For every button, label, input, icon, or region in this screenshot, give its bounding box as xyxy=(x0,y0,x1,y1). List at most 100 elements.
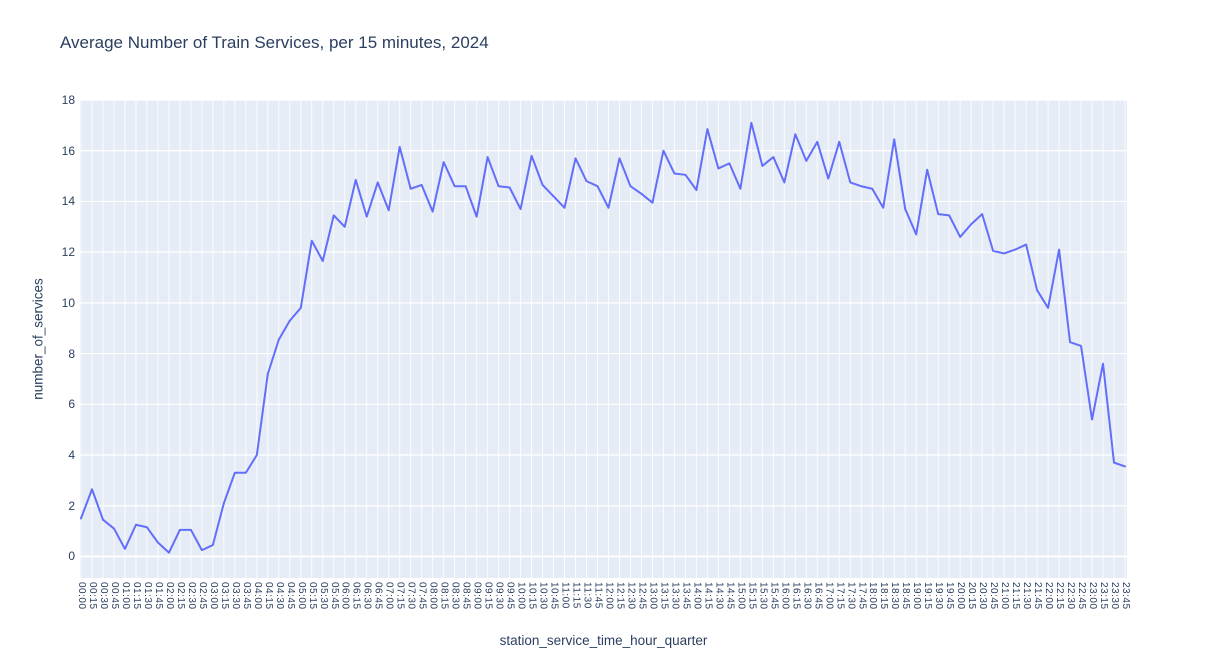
plot-background xyxy=(80,100,1127,578)
x-tick-label: 15:30 xyxy=(757,582,769,610)
y-tick-label: 10 xyxy=(61,295,75,310)
x-tick-label: 21:30 xyxy=(1021,582,1033,610)
x-tick-label: 16:45 xyxy=(812,582,824,610)
x-tick-label: 21:15 xyxy=(1010,582,1022,610)
x-tick-label: 22:15 xyxy=(1054,582,1066,610)
x-tick-label: 18:00 xyxy=(867,582,879,610)
x-tick-label: 13:30 xyxy=(669,582,681,610)
x-tick-label: 12:30 xyxy=(625,582,637,610)
x-tick-label: 06:15 xyxy=(350,582,362,610)
x-tick-label: 09:00 xyxy=(471,582,483,610)
x-tick-label: 12:45 xyxy=(636,582,648,610)
x-tick-label: 16:00 xyxy=(779,582,791,610)
y-axis-title: number_of_services xyxy=(30,278,46,400)
x-tick-label: 07:45 xyxy=(416,582,428,610)
x-tick-label: 21:45 xyxy=(1032,582,1044,610)
x-tick-label: 22:45 xyxy=(1076,582,1088,610)
x-tick-label: 09:45 xyxy=(504,582,516,610)
x-tick-label: 17:45 xyxy=(856,582,868,610)
x-tick-label: 02:45 xyxy=(196,582,208,610)
x-tick-label: 19:30 xyxy=(933,582,945,610)
x-tick-label: 15:15 xyxy=(746,582,758,610)
x-tick-label: 12:15 xyxy=(614,582,626,610)
x-tick-label: 19:00 xyxy=(911,582,923,610)
x-tick-label: 11:15 xyxy=(570,582,582,609)
x-tick-label: 19:15 xyxy=(922,582,934,610)
y-tick-label: 2 xyxy=(68,498,75,513)
x-tick-label: 10:15 xyxy=(526,582,538,610)
x-tick-label: 18:30 xyxy=(889,582,901,610)
x-tick-label: 17:00 xyxy=(823,582,835,610)
x-tick-label: 23:15 xyxy=(1098,582,1110,610)
x-tick-label: 03:00 xyxy=(207,582,219,610)
x-tick-label: 09:15 xyxy=(482,582,494,610)
y-tick-label: 12 xyxy=(61,245,75,260)
x-tick-label: 22:00 xyxy=(1043,582,1055,610)
x-tick-label: 01:30 xyxy=(141,582,153,610)
y-tick-label: 0 xyxy=(68,549,75,564)
x-tick-label: 10:30 xyxy=(537,582,549,610)
x-tick-label: 07:00 xyxy=(383,582,395,610)
x-tick-label: 23:00 xyxy=(1087,582,1099,610)
x-tick-label: 13:00 xyxy=(647,582,659,610)
x-tick-label: 09:30 xyxy=(493,582,505,610)
x-tick-label: 17:30 xyxy=(845,582,857,610)
x-tick-label: 16:15 xyxy=(790,582,802,610)
x-tick-label: 02:15 xyxy=(174,582,186,610)
x-tick-label: 11:00 xyxy=(559,582,571,609)
x-tick-label: 08:15 xyxy=(438,582,450,610)
x-tick-label: 05:45 xyxy=(328,582,340,610)
x-tick-label: 14:30 xyxy=(713,582,725,610)
x-tick-label: 14:00 xyxy=(691,582,703,610)
x-tick-label: 01:00 xyxy=(119,582,131,610)
x-tick-label: 03:45 xyxy=(240,582,252,610)
x-tick-label: 08:45 xyxy=(460,582,472,610)
x-tick-label: 10:00 xyxy=(515,582,527,610)
x-tick-label: 22:30 xyxy=(1065,582,1077,610)
x-tick-label: 23:30 xyxy=(1109,582,1120,610)
x-tick-label: 04:45 xyxy=(284,582,296,610)
x-tick-label: 06:00 xyxy=(339,582,351,610)
x-tick-label: 07:30 xyxy=(405,582,417,610)
x-tick-label: 12:00 xyxy=(603,582,615,610)
x-tick-label: 02:30 xyxy=(185,582,197,610)
chart-title: Average Number of Train Services, per 15… xyxy=(60,33,489,52)
x-tick-label: 13:15 xyxy=(658,582,670,610)
y-tick-label: 8 xyxy=(68,346,75,361)
x-tick-label: 15:00 xyxy=(735,582,747,610)
x-tick-label: 20:30 xyxy=(977,582,989,610)
x-tick-label: 01:15 xyxy=(130,582,142,610)
y-tick-label: 16 xyxy=(61,143,75,158)
x-tick-label: 11:30 xyxy=(581,582,593,609)
x-tick-label: 06:30 xyxy=(361,582,373,610)
x-tick-label: 08:00 xyxy=(427,582,439,610)
x-tick-label: 04:30 xyxy=(273,582,285,610)
x-tick-label: 06:45 xyxy=(372,582,384,610)
series-line xyxy=(80,121,1126,554)
x-tick-label: 04:00 xyxy=(251,582,263,610)
x-tick-label: 17:15 xyxy=(834,582,846,610)
x-tick-label: 05:00 xyxy=(295,582,307,610)
y-tick-label: 6 xyxy=(68,397,75,412)
x-tick-label: 13:45 xyxy=(680,582,692,610)
y-tick-label: 14 xyxy=(61,194,75,209)
x-tick-label: 00:45 xyxy=(108,582,120,610)
x-tick-label: 00:30 xyxy=(97,582,109,610)
x-tick-label: 05:30 xyxy=(317,582,329,610)
x-tick-label: 10:45 xyxy=(548,582,560,610)
x-tick-label: 07:15 xyxy=(394,582,406,610)
x-tick-label: 08:30 xyxy=(449,582,461,610)
x-tick-label: 04:15 xyxy=(262,582,274,610)
x-tick-label: 02:00 xyxy=(163,582,175,610)
x-axis-title: station_service_time_hour_quarter xyxy=(499,633,708,648)
x-tick-label: 19:45 xyxy=(944,582,956,610)
x-tick-label: 03:15 xyxy=(218,582,230,610)
x-tick-label: 11:45 xyxy=(592,582,604,609)
x-tick-label: 20:15 xyxy=(966,582,978,610)
x-tick-label: 00:15 xyxy=(86,582,98,610)
x-tick-label: 18:15 xyxy=(878,582,890,610)
x-tick-label: 01:45 xyxy=(152,582,164,610)
x-tick-label: 00:00 xyxy=(76,582,87,610)
